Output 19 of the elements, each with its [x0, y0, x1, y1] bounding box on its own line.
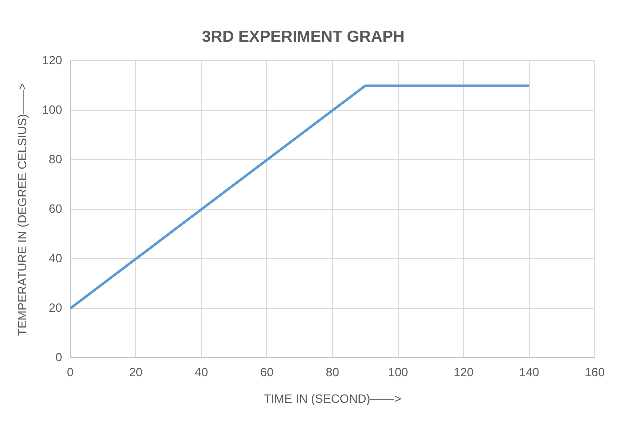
y-tick-label: 80 [49, 152, 63, 167]
y-tick-label: 0 [56, 350, 63, 365]
y-tick-label: 120 [42, 54, 63, 68]
x-axis-title: TIME IN (SECOND)——> [264, 392, 402, 406]
y-tick-label: 100 [42, 103, 63, 118]
y-tick-label: 20 [49, 301, 63, 316]
x-tick-label: 0 [67, 366, 74, 380]
chart-title: 3RD EXPERIMENT GRAPH [202, 29, 405, 46]
y-tick-label: 60 [49, 202, 63, 216]
x-tick-label: 40 [194, 366, 209, 380]
x-tick-label: 140 [519, 366, 540, 380]
x-tick-label: 20 [129, 366, 143, 380]
x-tick-label: 100 [388, 366, 409, 380]
y-axis-title: TEMPERATURE IN (DEGREE CELSIUS)——> [16, 83, 30, 336]
x-tick-label: 160 [584, 366, 606, 380]
x-tick-label: 80 [326, 366, 340, 380]
y-tick-label: 40 [49, 252, 63, 266]
x-tick-label: 60 [260, 366, 274, 380]
x-tick-label: 120 [454, 366, 474, 380]
